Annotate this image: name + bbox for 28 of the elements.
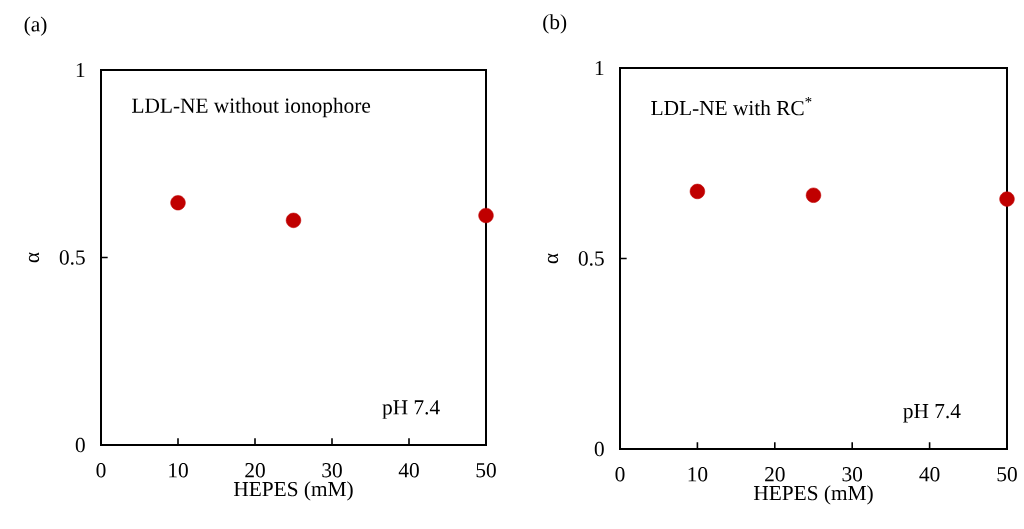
annotation: LDL-NE without ionophore (132, 97, 371, 118)
x-tick-label: 40 (919, 467, 940, 482)
chart-title: (a) (24, 16, 47, 36)
x-tick-label: 0 (615, 467, 625, 482)
x-tick-label: 50 (476, 463, 496, 478)
annotation: pH 7.4 (382, 400, 440, 419)
y-tick-label: 0.5 (59, 250, 85, 265)
y-tick-label: 1 (76, 62, 85, 78)
y-tick-label: 0 (75, 437, 85, 453)
x-tick-label: 30 (322, 463, 342, 478)
y-axis-title: α (28, 252, 40, 263)
x-tick-label: 10 (688, 467, 708, 482)
x-tick-label: 30 (842, 467, 863, 482)
annotation: pH 7.4 (903, 404, 961, 423)
x-tick-label: 20 (245, 463, 265, 478)
chart-title: (b) (543, 14, 567, 34)
x-axis-title: HEPES (mM) (753, 485, 873, 505)
y-tick-label: 1 (595, 60, 604, 76)
x-axis-title: HEPES (mM) (233, 481, 353, 501)
y-tick-label: 0 (594, 441, 604, 457)
x-tick-label: 40 (398, 463, 419, 478)
y-tick-label: 0.5 (578, 251, 604, 266)
x-tick-label: 0 (96, 463, 106, 478)
x-tick-label: 50 (997, 467, 1017, 482)
annotation: LDL-NE with RC$^{*}$ (651, 96, 812, 116)
x-tick-label: 10 (169, 463, 188, 478)
x-tick-label: 20 (765, 467, 785, 482)
y-axis-title: α (547, 253, 559, 264)
